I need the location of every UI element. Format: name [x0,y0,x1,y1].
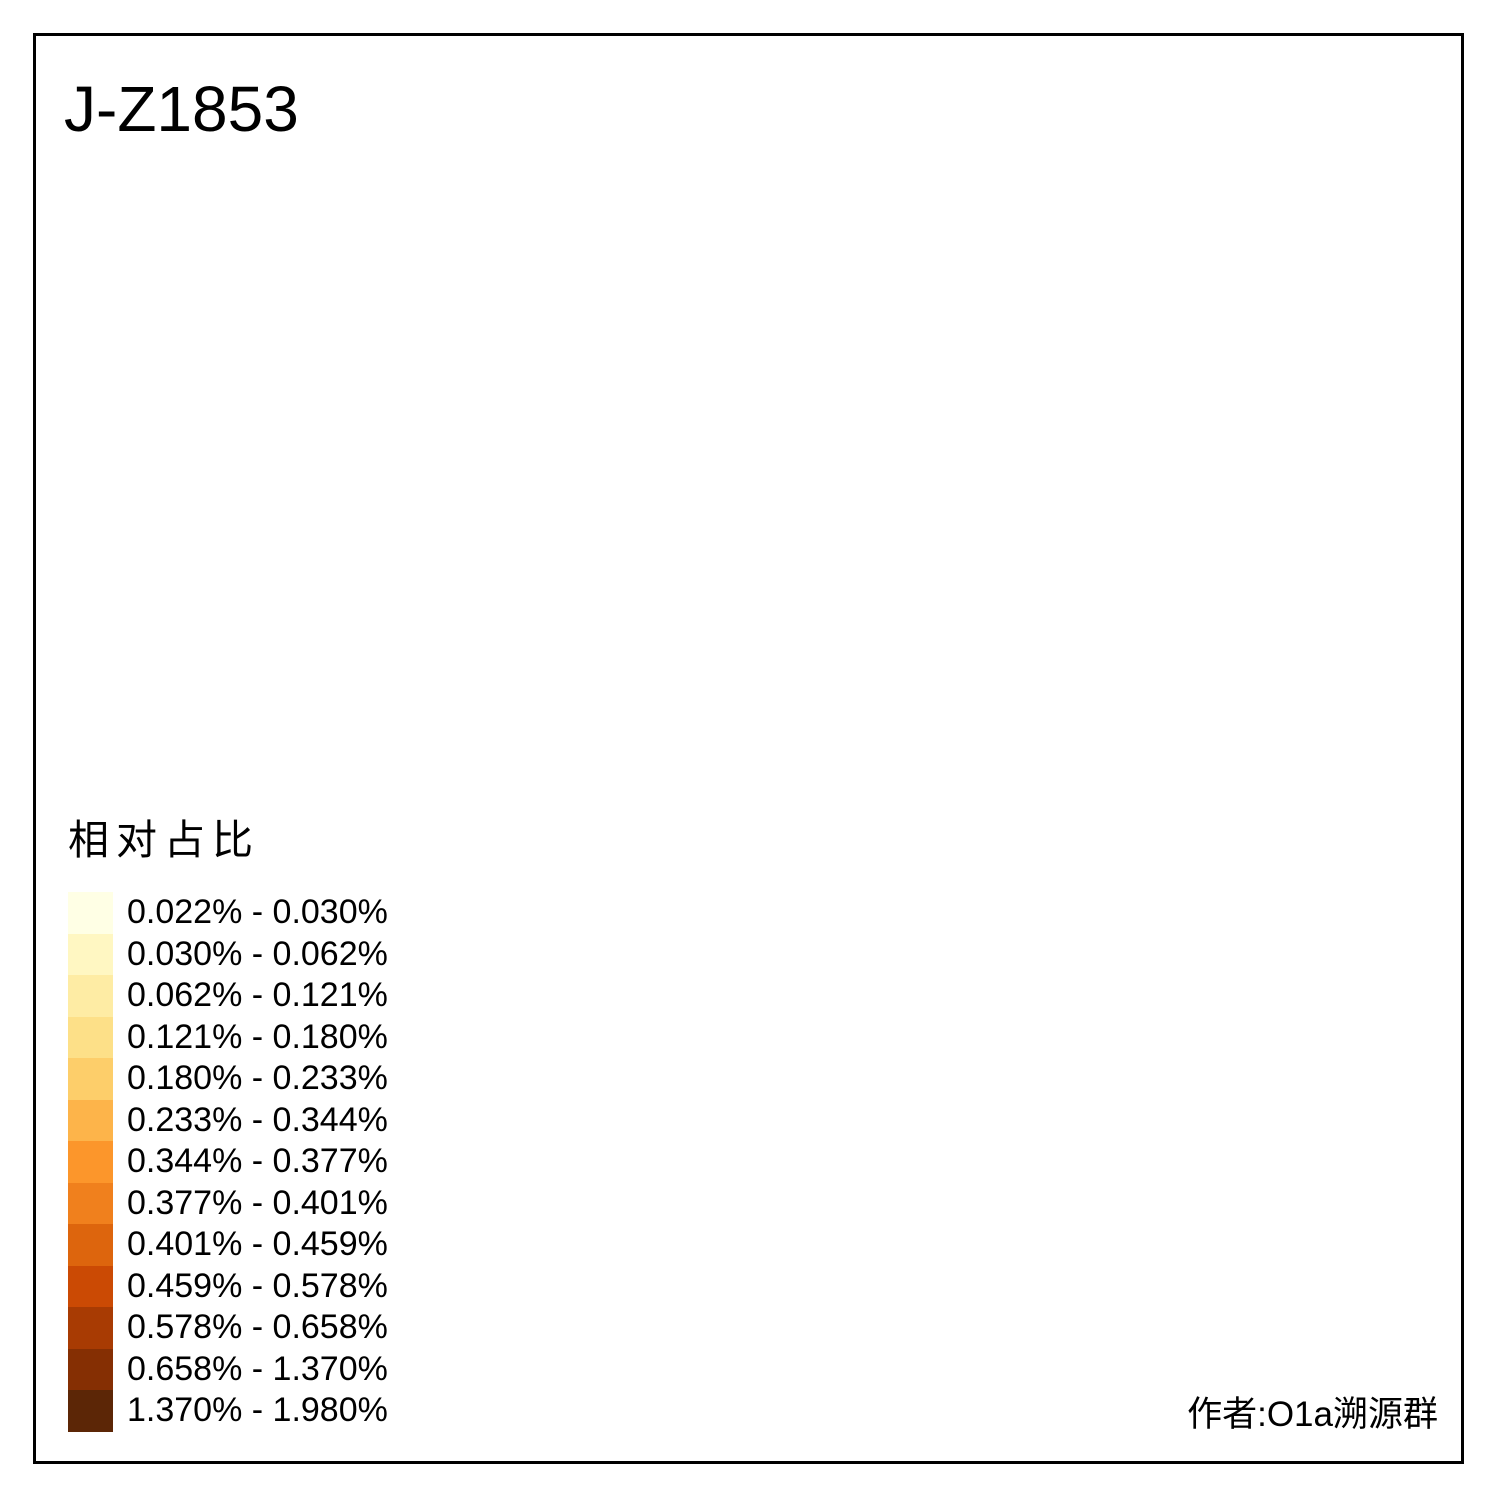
legend-label: 1.370% - 1.980% [127,1391,388,1430]
legend-item: 0.180% - 0.233% [68,1058,388,1100]
legend-label: 0.233% - 0.344% [127,1100,388,1139]
legend-item: 0.022% - 0.030% [68,892,388,934]
page-title: J-Z1853 [64,73,299,145]
legend-rows: 0.022% - 0.030% 0.030% - 0.062% 0.062% - 0… [68,892,388,1432]
legend-label: 0.180% - 0.233% [127,1059,388,1098]
legend-swatch [68,975,113,1017]
legend-item: 0.121% - 0.180% [68,1016,388,1058]
legend-swatch [68,1390,113,1432]
legend-swatch [68,1265,113,1307]
legend-swatch [68,1348,113,1390]
legend-label: 0.401% - 0.459% [127,1225,388,1264]
legend-swatch [68,933,113,975]
legend-label: 0.022% - 0.030% [127,893,388,932]
legend-item: 0.377% - 0.401% [68,1182,388,1224]
legend-label: 0.658% - 1.370% [127,1349,388,1388]
legend-swatch [68,1016,113,1058]
legend-label: 0.459% - 0.578% [127,1266,388,1305]
legend-item: 0.578% - 0.658% [68,1307,388,1349]
legend-label: 0.578% - 0.658% [127,1308,388,1347]
legend-title: 相对占比 [68,817,260,863]
attribution-text: 作者:O1a溯源群 [1187,1395,1438,1434]
legend-swatch [68,1224,113,1266]
legend-item: 0.062% - 0.121% [68,975,388,1017]
legend-swatch [68,892,113,934]
legend: 相对占比 0.022% - 0.030% 0.030% - 0.062% 0.062… [68,806,388,1432]
legend-swatch [68,1099,113,1141]
legend-label: 0.030% - 0.062% [127,934,388,973]
legend-item: 0.658% - 1.370% [68,1348,388,1390]
legend-label: 0.121% - 0.180% [127,1017,388,1056]
legend-label: 0.062% - 0.121% [127,976,388,1015]
legend-item: 0.401% - 0.459% [68,1224,388,1266]
legend-swatch [68,1141,113,1183]
legend-label: 0.344% - 0.377% [127,1142,388,1181]
map-frame [33,33,1464,1464]
legend-label: 0.377% - 0.401% [127,1183,388,1222]
legend-item: 0.233% - 0.344% [68,1099,388,1141]
legend-item: 0.459% - 0.578% [68,1265,388,1307]
legend-item: 0.030% - 0.062% [68,933,388,975]
legend-item: 1.370% - 1.980% [68,1390,388,1432]
legend-swatch [68,1058,113,1100]
legend-item: 0.344% - 0.377% [68,1141,388,1183]
legend-swatch [68,1307,113,1349]
legend-swatch [68,1182,113,1224]
